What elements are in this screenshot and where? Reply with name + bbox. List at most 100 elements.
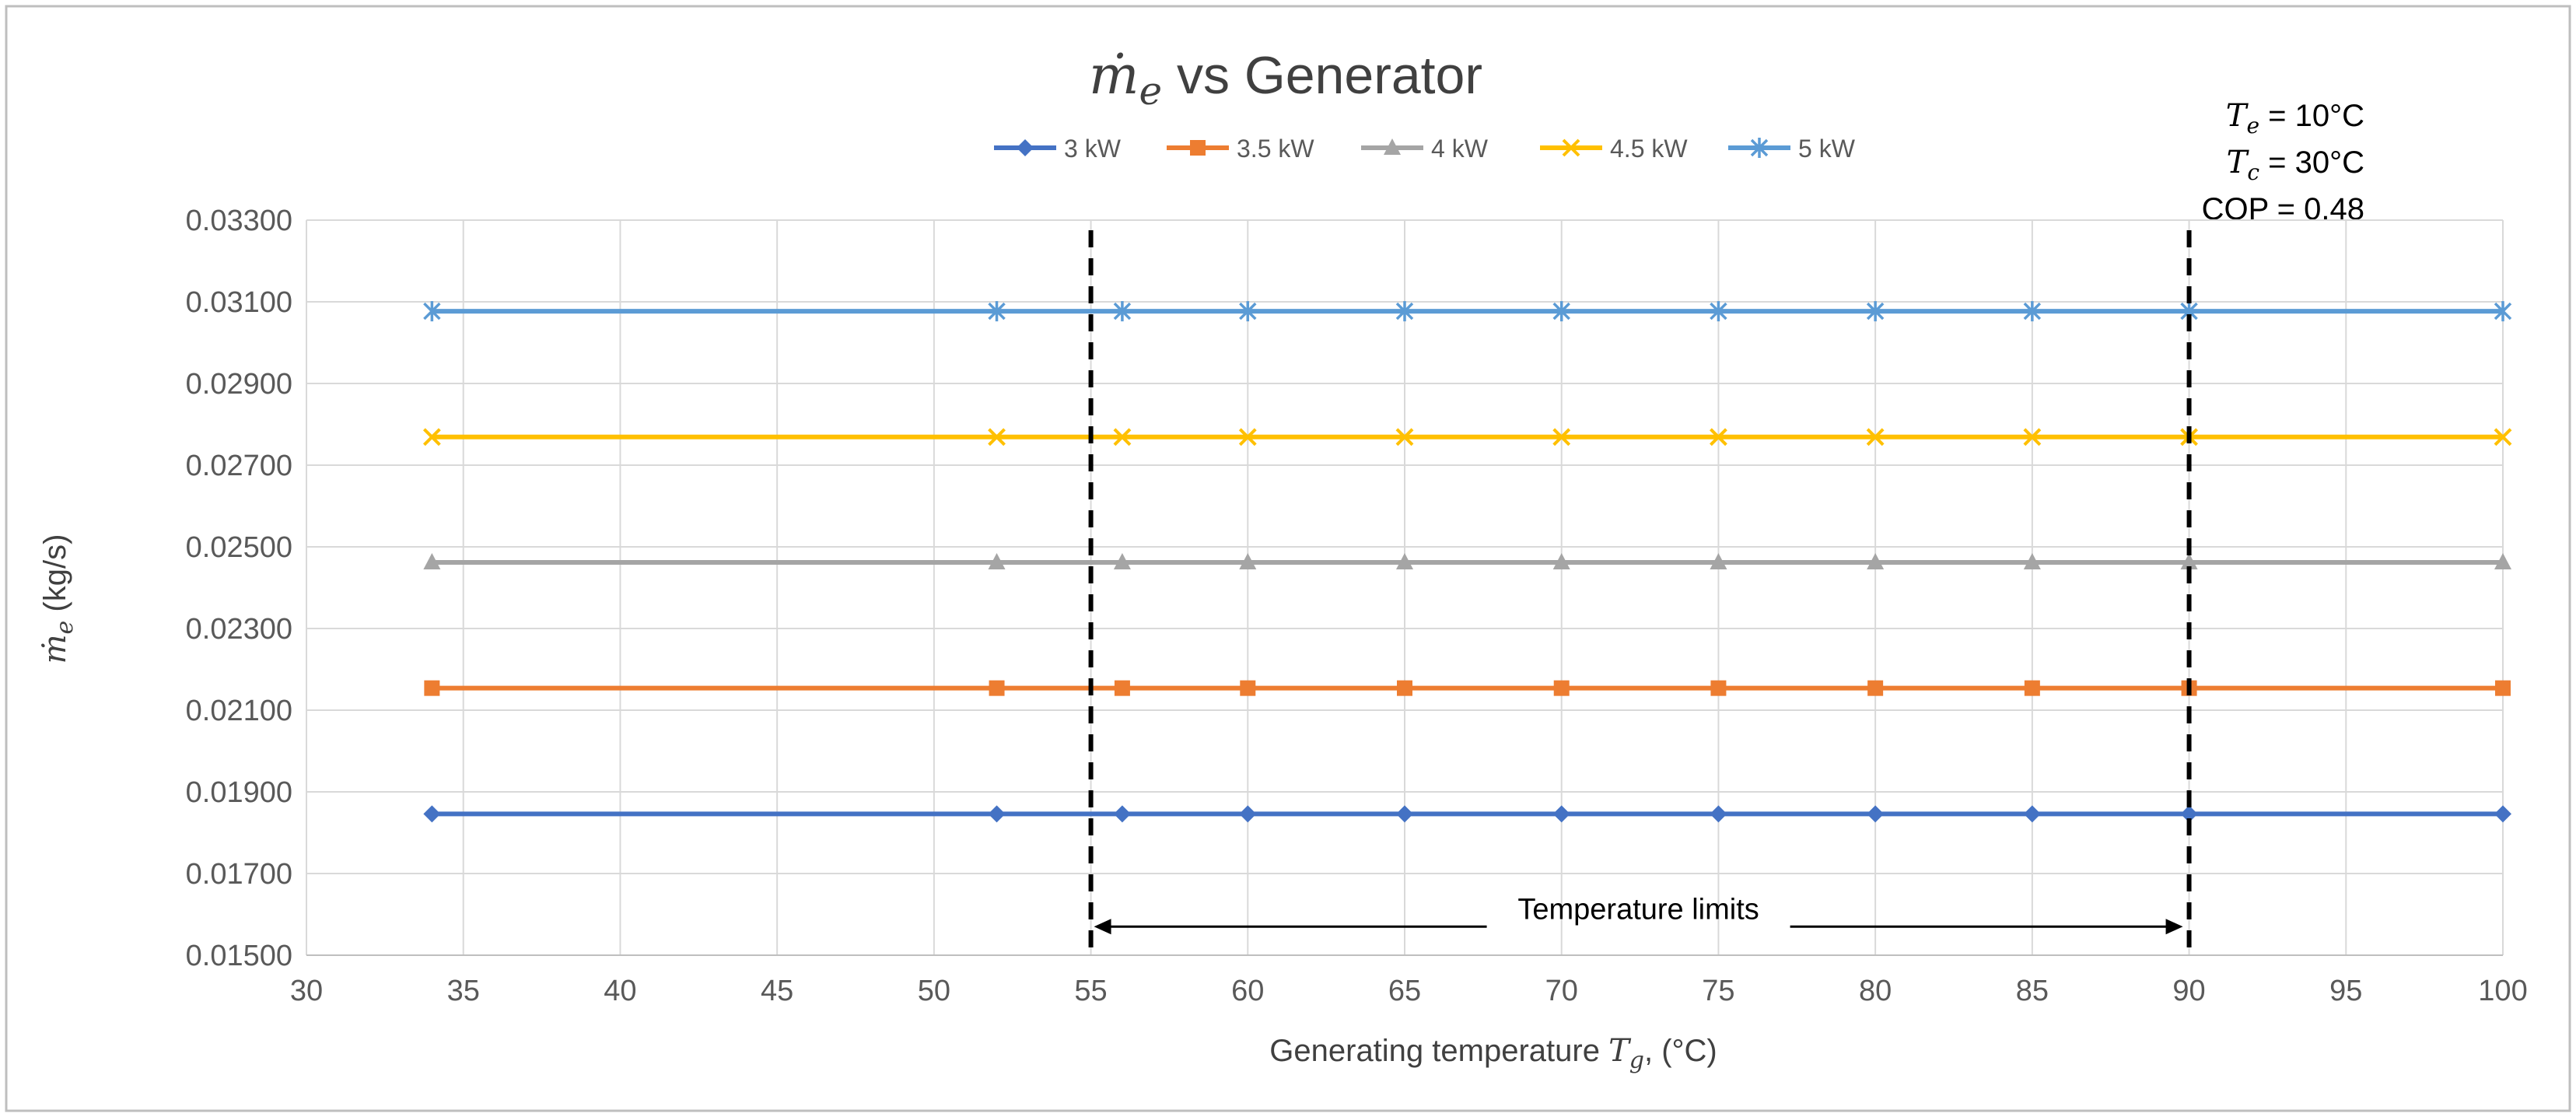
condition-line: COP = 0.48 (2202, 192, 2364, 226)
legend: 3 kW 3.5 kW 4 kW 4.5 kW 5 kW (994, 135, 1856, 163)
condition-value: = 10°C (2259, 99, 2364, 133)
temperature-limit-lines (1088, 230, 2192, 958)
data-point (2180, 552, 2198, 569)
data-point (423, 552, 441, 569)
legend-marker (1190, 140, 1206, 156)
data-point (423, 805, 441, 823)
condition-symbol: COP (2202, 192, 2269, 226)
chart-frame (5, 5, 2571, 1112)
data-point (1553, 680, 1570, 696)
legend-marker (1750, 138, 1769, 158)
data-point (1239, 805, 1257, 823)
annotation-arrowhead-left (1094, 919, 1111, 935)
data-point (2023, 552, 2041, 569)
data-point (1395, 428, 1414, 446)
y-axis-title: ṁe (kg/s) (37, 534, 79, 664)
legend-label: 3.5 kW (1237, 135, 1314, 163)
y-tick-label: 0.02100 (186, 695, 292, 727)
data-point (1239, 301, 1257, 322)
data-point (988, 301, 1006, 322)
condition-value: = 30°C (2259, 145, 2364, 180)
legend-label: 4 kW (1431, 135, 1489, 163)
annotation-label: Temperature limits (1517, 893, 1759, 926)
x-tick-label: 50 (918, 975, 950, 1007)
y-tick-label: 0.02700 (186, 450, 292, 482)
x-axis-title-suffix: , (°C) (1644, 1034, 1717, 1068)
x-tick-label: 30 (290, 975, 323, 1007)
data-point (1867, 805, 1885, 823)
data-point (2024, 680, 2040, 696)
title-subscript: e (1139, 68, 1162, 114)
data-point (1397, 680, 1412, 696)
condition-subscript: c (2247, 159, 2259, 185)
x-tick-label: 90 (2172, 975, 2205, 1007)
data-point (1552, 805, 1570, 823)
x-tick-label: 95 (2329, 975, 2362, 1007)
x-axis-title-subscript: g (1629, 1047, 1644, 1074)
chart-title: ṁe vs Generator (1089, 45, 1482, 114)
y-axis-title-suffix: (kg/s) (38, 534, 72, 621)
data-point (1710, 805, 1727, 823)
data-point (1710, 301, 1727, 322)
data-point (2023, 805, 2041, 823)
legend-item: 3 kW (994, 135, 1122, 163)
title-symbol: ṁ (1089, 45, 1139, 107)
axes: 30 35 40 45 50 55 60 65 70 75 80 85 90 95 100 0.01500 0.… (186, 205, 2528, 1007)
data-point (1239, 552, 1257, 569)
data-point (1552, 428, 1571, 446)
legend-label: 5 kW (1798, 135, 1856, 163)
x-tick-label: 100 (2478, 975, 2527, 1007)
data-point (1113, 552, 1131, 569)
legend-item: 5 kW (1728, 135, 1856, 163)
data-point (1113, 805, 1131, 823)
x-axis-title: Generating temperature Tg, (°C) (1269, 1033, 1717, 1074)
data-point (988, 805, 1006, 823)
data-point (2494, 301, 2512, 322)
data-point (1866, 301, 1885, 322)
data-point (1867, 680, 1884, 696)
data-point (1710, 428, 1727, 446)
legend-marker (1384, 138, 1401, 155)
y-tick-label: 0.01700 (186, 858, 292, 891)
data-point (2494, 428, 2512, 446)
legend-item: 4 kW (1361, 135, 1489, 163)
data-point (1710, 680, 1727, 696)
x-tick-label: 85 (2016, 975, 2049, 1007)
x-tick-label: 40 (604, 975, 636, 1007)
legend-label: 4.5 kW (1610, 135, 1688, 163)
temperature-limits-annotation: Temperature limits (1094, 893, 2183, 935)
x-tick-label: 45 (761, 975, 793, 1007)
y-tick-label: 0.01500 (186, 940, 292, 972)
legend-marker (1017, 139, 1034, 156)
legend-item: 3.5 kW (1167, 135, 1314, 163)
data-point (2023, 428, 2042, 446)
data-point (989, 680, 1005, 696)
data-point (1240, 680, 1256, 696)
data-point (2494, 805, 2511, 823)
y-axis-title-symbol: ṁ (37, 634, 73, 664)
condition-line: Tc = 30°C (2227, 145, 2364, 185)
x-tick-label: 35 (447, 975, 480, 1007)
x-axis-title-symbol: T (1608, 1033, 1632, 1069)
x-tick-label: 80 (1859, 975, 1892, 1007)
data-point (2180, 805, 2198, 823)
condition-line: Te = 10°C (2226, 98, 2364, 138)
legend-label: 3 kW (1064, 135, 1122, 163)
data-point (1396, 805, 1413, 823)
x-tick-label: 60 (1231, 975, 1264, 1007)
annotation-arrowhead-right (2165, 919, 2183, 935)
legend-marker (1562, 138, 1580, 157)
condition-symbol: T (2227, 145, 2250, 180)
x-tick-label: 70 (1545, 975, 1578, 1007)
data-point (1710, 552, 1727, 569)
data-point (1113, 428, 1132, 446)
y-tick-label: 0.03300 (186, 205, 292, 237)
data-point (1552, 552, 1570, 569)
y-tick-label: 0.02900 (186, 368, 292, 401)
data-point (423, 301, 441, 322)
condition-symbol: T (2226, 98, 2249, 134)
x-tick-label: 75 (1702, 975, 1734, 1007)
y-tick-label: 0.02500 (186, 531, 292, 564)
series-4-kw (423, 552, 2511, 569)
data-point (2494, 552, 2511, 569)
